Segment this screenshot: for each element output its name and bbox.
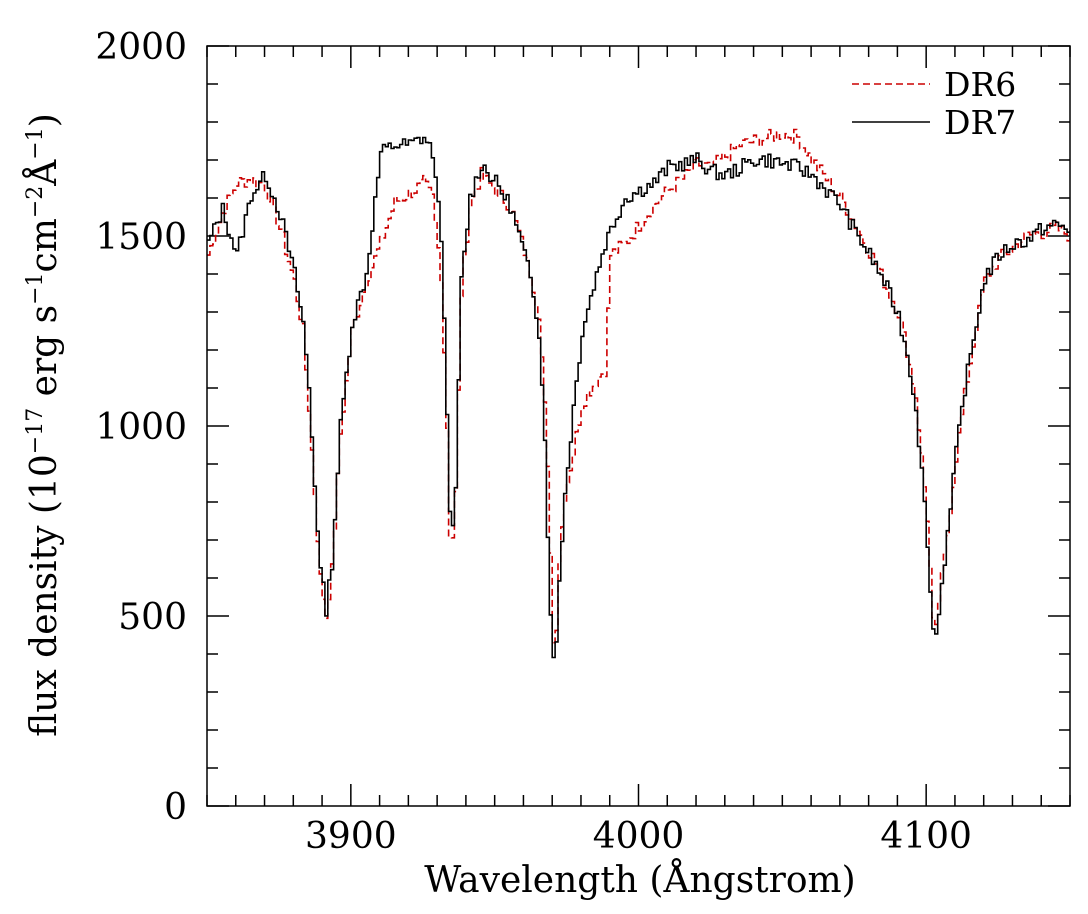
- y-tick-label: 1000: [95, 407, 187, 448]
- legend-label-dr7: DR7: [944, 103, 1016, 142]
- axis-ticks: [206, 45, 1071, 807]
- legend: DR6 DR7: [852, 65, 1016, 142]
- x-axis-label: Wavelength (Ångstrom): [424, 859, 855, 901]
- y-axis-label-exp1: −17: [23, 408, 48, 454]
- y-tick-label: 2000: [95, 27, 187, 68]
- x-tick-label: 4000: [593, 816, 685, 857]
- legend-label-dr6: DR6: [944, 65, 1016, 104]
- y-axis-label-exp3: −2: [23, 186, 48, 218]
- x-tick-label: 3900: [305, 816, 397, 857]
- plot-frame: [206, 45, 1071, 807]
- y-axis-label: flux density (10−17 erg s−1cm−2Å−1): [23, 113, 65, 737]
- y-axis-label-mid3: Å: [23, 159, 65, 187]
- y-axis-label-exp2: −1: [23, 272, 48, 304]
- tick-labels: 3900 4000 4100 0 500 1000 1500 2000: [95, 27, 972, 857]
- y-axis-label-exp4: −1: [23, 127, 48, 159]
- series-layer: [207, 128, 1070, 659]
- y-tick-label: 500: [118, 597, 187, 638]
- series-line-dr6: [207, 128, 1070, 644]
- y-axis-label-mid2: cm: [24, 218, 65, 272]
- y-axis-label-main: flux density (10: [24, 454, 65, 737]
- x-tick-label: 4100: [880, 816, 972, 857]
- y-tick-label: 0: [164, 787, 187, 828]
- y-axis-label-mid1: erg s: [24, 305, 65, 408]
- y-axis-label-end: ): [24, 113, 65, 127]
- y-tick-label: 1500: [95, 217, 187, 258]
- series-line-dr7: [207, 136, 1070, 659]
